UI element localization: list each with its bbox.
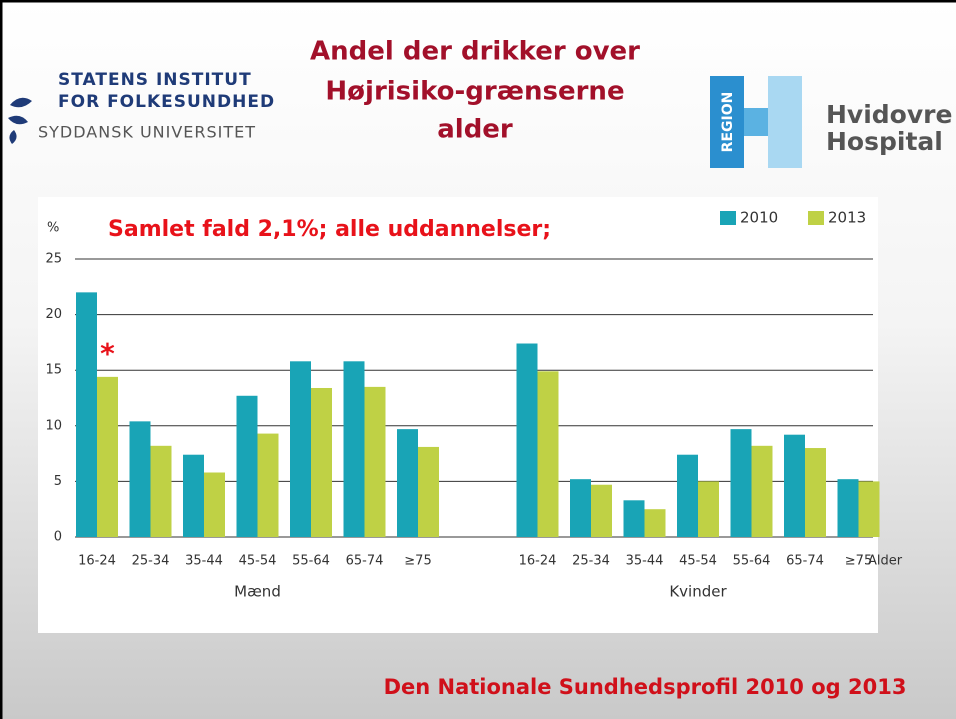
bar <box>418 446 439 537</box>
chart: % 0 5 10 15 20 25 16-24 25-34 35-44 45-54 55-64 65-7… <box>45 209 902 601</box>
bar <box>257 433 279 537</box>
bar <box>311 387 332 537</box>
y-tick-label: 10 <box>45 418 62 433</box>
bar <box>784 434 805 537</box>
y-tick-label: 25 <box>45 252 62 267</box>
bar <box>290 361 311 537</box>
x-tick-label: 16-24 <box>519 554 557 569</box>
bar <box>644 509 666 537</box>
x-axis-label: Alder <box>868 554 903 569</box>
bar <box>751 445 773 537</box>
y-tick-label: 5 <box>54 474 62 489</box>
logo-text: Hvidovre <box>826 100 952 129</box>
legend-label: 2010 <box>740 209 778 227</box>
bar <box>730 429 752 537</box>
logo-text: Syddansk Universitet <box>38 123 256 142</box>
x-tick-label: 45-54 <box>239 554 277 569</box>
x-tick-label: 16-24 <box>78 554 116 569</box>
y-tick-label: 15 <box>45 363 62 378</box>
logo-text: REGION <box>720 92 736 153</box>
bar <box>698 481 719 537</box>
legend-swatch <box>808 211 824 225</box>
y-tick-label: 0 <box>54 530 62 545</box>
bar <box>236 395 258 537</box>
bar <box>150 445 172 537</box>
logo-text: for Folkesundhed <box>58 92 275 112</box>
x-tick-label: 65-74 <box>786 554 824 569</box>
group-label: Kvinder <box>669 583 727 601</box>
left-logo: Statens Institut for Folkesundhed Syddan… <box>8 70 275 144</box>
bar <box>570 479 591 537</box>
logo-text: Statens Institut <box>58 70 252 90</box>
bar <box>805 448 826 537</box>
title: Andel der drikker over Højrisiko-grænser… <box>310 37 640 145</box>
logo-text: Hospital <box>826 127 943 156</box>
chart-panel <box>38 197 878 633</box>
bar <box>591 484 612 537</box>
bar <box>397 429 418 537</box>
title-line: Højrisiko-grænserne <box>325 77 624 107</box>
logo-shape <box>744 108 768 136</box>
legend-swatch <box>720 211 736 225</box>
y-axis-label: % <box>47 221 59 236</box>
legend-label: 2013 <box>828 209 866 227</box>
x-tick-label: 35-44 <box>626 554 664 569</box>
x-tick-label: 65-74 <box>346 554 384 569</box>
leaf-icon <box>8 97 32 144</box>
bar <box>623 500 645 537</box>
bar <box>858 481 880 537</box>
marker: * <box>100 337 115 370</box>
title-line: alder <box>437 115 513 145</box>
x-tick-label: 25-34 <box>132 554 170 569</box>
x-tick-label: 35-44 <box>185 554 223 569</box>
y-tick-label: 20 <box>45 307 62 322</box>
logo-shape <box>768 76 802 168</box>
x-tick-label: 25-34 <box>572 554 610 569</box>
x-tick-label: ≥75 <box>845 554 872 569</box>
bar <box>837 479 859 537</box>
bar <box>204 472 225 537</box>
bar <box>343 361 365 537</box>
right-logo: REGION Hvidovre Hospital <box>710 76 952 168</box>
annotation: Samlet fald 2,1%; alle uddannelser; <box>108 217 551 242</box>
x-tick-label: 45-54 <box>679 554 717 569</box>
bar <box>364 386 386 537</box>
bar <box>516 343 538 537</box>
group-label: Mænd <box>234 583 281 601</box>
logo-shape <box>710 76 744 168</box>
x-tick-label: 55-64 <box>292 554 330 569</box>
title-line: Andel der drikker over <box>310 37 640 67</box>
bar <box>76 292 97 537</box>
x-tick-label: 55-64 <box>733 554 771 569</box>
bar <box>97 376 118 537</box>
bar <box>129 421 151 537</box>
footer: Den Nationale Sundhedsprofil 2010 og 201… <box>384 675 907 699</box>
bar <box>183 454 204 537</box>
bar <box>537 371 559 537</box>
bar <box>677 454 698 537</box>
x-tick-label: ≥75 <box>404 554 431 569</box>
